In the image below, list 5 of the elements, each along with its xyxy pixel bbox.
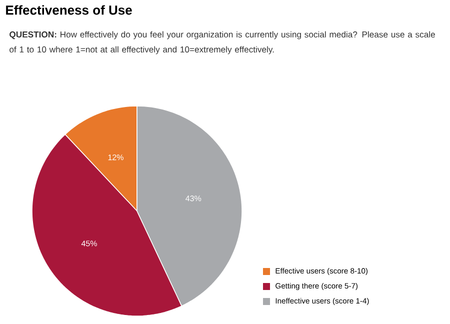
chart-subtitle: QUESTION: How effectively do you feel your organization is currently using social media? Please use a scale of 1 to 10 where 1=not at all effectively and 10=extremely effectively. bbox=[10, 31, 435, 54]
data-label: 12% bbox=[108, 154, 124, 160]
data-label: 45% bbox=[81, 240, 97, 246]
chart-title: Effectiveness of Use bbox=[6, 5, 132, 15]
data-label: 43% bbox=[186, 196, 202, 202]
